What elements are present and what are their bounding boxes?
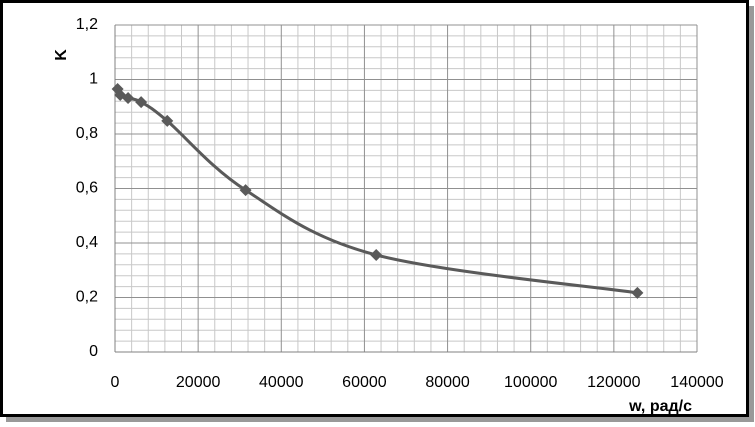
frame xyxy=(0,0,749,417)
marker xyxy=(631,286,644,299)
marker xyxy=(370,248,383,261)
y-tick-label: 0,4 xyxy=(76,234,98,251)
y-tick-label: 0,2 xyxy=(76,289,98,306)
marker xyxy=(161,114,174,127)
marker xyxy=(239,184,252,197)
x-tick-label: 60000 xyxy=(342,374,387,391)
shadow xyxy=(749,6,754,419)
x-tick-label: 120000 xyxy=(587,374,640,391)
marker xyxy=(135,96,148,109)
x-tick-label: 140000 xyxy=(670,374,723,391)
y-tick-label: 1,2 xyxy=(76,16,98,33)
x-tick-label: 100000 xyxy=(504,374,557,391)
y-tick-label: 0,6 xyxy=(76,180,98,197)
y-tick-label: 0,8 xyxy=(76,125,98,142)
marker xyxy=(122,92,135,105)
y-axis-label: K xyxy=(53,49,70,61)
x-axis-label: w, рад/с xyxy=(628,398,692,415)
shadow xyxy=(6,417,754,422)
y-tick-label: 0 xyxy=(89,343,98,360)
y-tick-label: 1 xyxy=(89,71,98,88)
x-tick-label: 40000 xyxy=(259,374,304,391)
x-tick-label: 20000 xyxy=(176,374,221,391)
x-tick-label: 80000 xyxy=(425,374,470,391)
x-tick-label: 0 xyxy=(111,374,120,391)
